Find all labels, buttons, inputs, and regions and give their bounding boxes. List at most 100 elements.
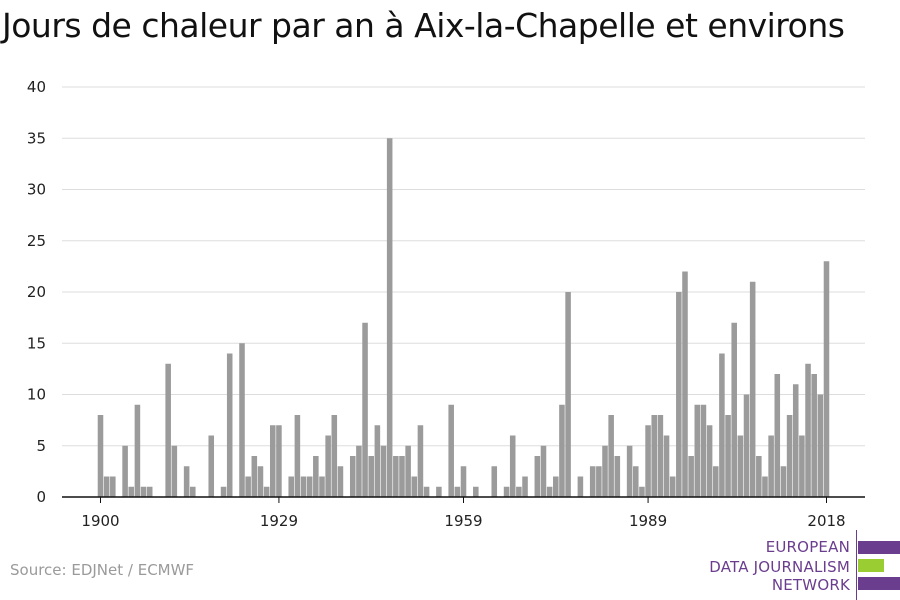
bar-2017 bbox=[817, 394, 824, 497]
bar-1976 bbox=[565, 292, 571, 497]
y-tick-label: 5 bbox=[36, 437, 46, 455]
x-tick-label: 1989 bbox=[629, 512, 667, 530]
bar-1925 bbox=[251, 456, 258, 497]
bar-2014 bbox=[799, 435, 805, 497]
bar-1971 bbox=[534, 456, 541, 497]
y-tick-label: 0 bbox=[36, 488, 46, 506]
bar-2013 bbox=[792, 384, 799, 497]
bar-2010 bbox=[774, 374, 781, 497]
bar-1945 bbox=[374, 425, 381, 497]
bar-1942 bbox=[356, 445, 362, 497]
bar-1953 bbox=[423, 486, 430, 497]
bar-1957 bbox=[448, 404, 454, 497]
bar-1938 bbox=[331, 415, 338, 497]
bar-1931 bbox=[288, 476, 294, 497]
bar-1989 bbox=[645, 425, 651, 497]
bar-1958 bbox=[454, 486, 461, 497]
bar-2008 bbox=[762, 476, 768, 497]
bar-1912 bbox=[171, 445, 178, 497]
bar-1948 bbox=[393, 456, 399, 497]
logo-divider bbox=[856, 530, 857, 600]
bar-1906 bbox=[134, 404, 141, 497]
bar-1993 bbox=[669, 476, 676, 497]
bar-1997 bbox=[694, 404, 701, 497]
bar-1980 bbox=[589, 466, 596, 497]
x-axis bbox=[62, 496, 865, 503]
bar-1902 bbox=[110, 476, 116, 497]
bar-2012 bbox=[786, 415, 793, 497]
bar-1987 bbox=[632, 466, 639, 497]
bar-1969 bbox=[522, 476, 528, 497]
bar-1952 bbox=[417, 425, 424, 497]
bar-1929 bbox=[276, 425, 282, 497]
bar-1959 bbox=[460, 466, 467, 497]
bar-2003 bbox=[731, 322, 737, 497]
bar-1935 bbox=[313, 456, 319, 497]
y-tick-label: 30 bbox=[27, 181, 46, 199]
y-axis-tick-labels: 0 5 10 15 20 25 30 35 40 bbox=[27, 78, 46, 506]
y-tick-label: 25 bbox=[27, 232, 46, 250]
logo-line-2: DATA JOURNALISM bbox=[709, 558, 850, 576]
x-tick-label: 2018 bbox=[807, 512, 845, 530]
bar-1901 bbox=[103, 476, 110, 497]
bar-1978 bbox=[577, 476, 584, 497]
bar-2002 bbox=[725, 415, 731, 497]
bar-1992 bbox=[663, 435, 670, 497]
bar-1927 bbox=[263, 486, 270, 497]
bar-2016 bbox=[811, 374, 817, 497]
edjnet-logo: EUROPEAN DATA JOURNALISM NETWORK bbox=[690, 530, 900, 600]
bar-1968 bbox=[516, 486, 522, 497]
y-tick-label: 35 bbox=[27, 129, 46, 147]
logo-bar-purple-bottom bbox=[858, 577, 900, 590]
bar-1926 bbox=[257, 466, 264, 497]
logo-bar-green bbox=[858, 559, 884, 572]
bar-1920 bbox=[220, 486, 227, 497]
logo-line-3: NETWORK bbox=[771, 576, 850, 594]
bar-chart: 0 5 10 15 20 25 30 35 40 1900 1929 1959 1989 2018 bbox=[27, 78, 865, 530]
bar-1904 bbox=[122, 445, 128, 497]
bar-1905 bbox=[128, 486, 135, 497]
x-tick-label: 1959 bbox=[444, 512, 482, 530]
bar-1981 bbox=[596, 466, 602, 497]
bar-1950 bbox=[405, 445, 411, 497]
bar-1939 bbox=[337, 466, 344, 497]
bar-1915 bbox=[190, 486, 196, 497]
bar-1924 bbox=[245, 476, 251, 497]
bar-2018 bbox=[823, 261, 830, 497]
bar-1982 bbox=[602, 445, 608, 497]
chart-title: Jours de chaleur par an à Aix-la-Chapell… bbox=[2, 6, 845, 45]
bar-1946 bbox=[380, 445, 387, 497]
bar-1933 bbox=[300, 476, 307, 497]
bar-1936 bbox=[319, 476, 325, 497]
bar-1990 bbox=[651, 415, 657, 497]
bars bbox=[97, 138, 830, 497]
bar-1951 bbox=[411, 476, 418, 497]
bar-1928 bbox=[269, 425, 276, 497]
bar-1944 bbox=[368, 456, 374, 497]
x-axis-tick-labels: 1900 1929 1959 1989 2018 bbox=[81, 512, 845, 530]
logo-bar-purple-top bbox=[858, 541, 900, 554]
bar-2006 bbox=[749, 281, 756, 497]
bar-1961 bbox=[473, 486, 479, 497]
bar-1995 bbox=[682, 271, 688, 497]
bar-1983 bbox=[608, 415, 614, 497]
bar-1914 bbox=[183, 466, 190, 497]
bar-2001 bbox=[719, 353, 725, 497]
bar-1996 bbox=[688, 456, 694, 497]
bar-1900 bbox=[97, 415, 104, 497]
bar-1923 bbox=[239, 343, 245, 497]
bar-1998 bbox=[700, 404, 707, 497]
bar-1918 bbox=[208, 435, 215, 497]
bar-1966 bbox=[503, 486, 510, 497]
bar-1974 bbox=[553, 476, 559, 497]
y-tick-label: 40 bbox=[27, 78, 46, 96]
bar-2000 bbox=[712, 466, 719, 497]
bar-1934 bbox=[306, 476, 313, 497]
source-note: Source: EDJNet / ECMWF bbox=[10, 561, 195, 579]
y-tick-label: 10 bbox=[27, 386, 46, 404]
bar-1967 bbox=[509, 435, 516, 497]
bar-1943 bbox=[362, 322, 368, 497]
bar-2009 bbox=[768, 435, 774, 497]
bar-1999 bbox=[706, 425, 713, 497]
bar-1964 bbox=[491, 466, 498, 497]
